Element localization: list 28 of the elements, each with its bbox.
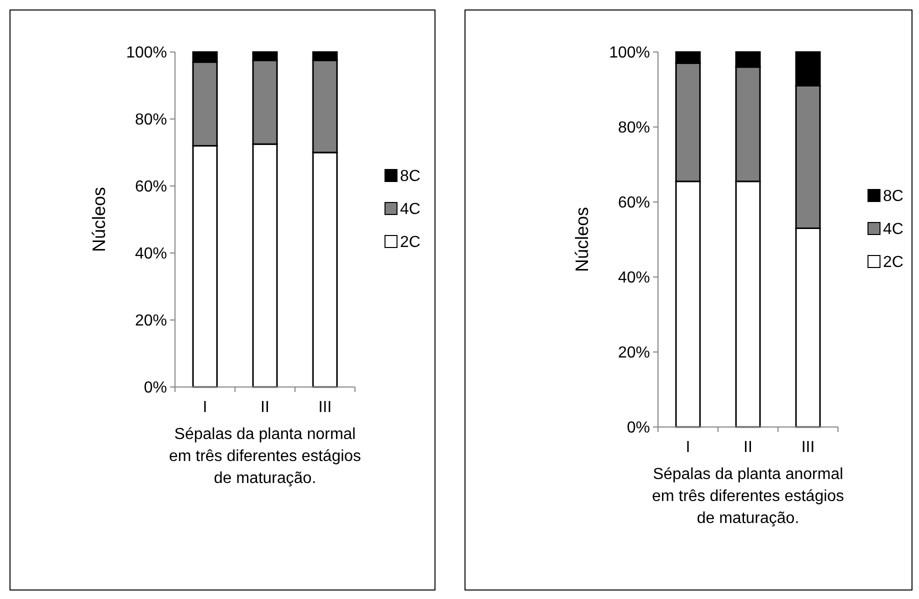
legend-label: 8C bbox=[400, 168, 420, 186]
x-axis-title: Sépalas da planta normal em três diferentes estágios de maturação. bbox=[168, 426, 362, 487]
y-tick-label: 100% bbox=[609, 44, 650, 62]
x-tick-label: III bbox=[318, 399, 332, 416]
legend-label: 4C bbox=[400, 201, 420, 218]
x-tick-label: I bbox=[202, 399, 208, 416]
y-tick-label: 0% bbox=[144, 380, 167, 397]
x-tick-label: I bbox=[686, 439, 690, 456]
legend-label: 2C bbox=[400, 234, 420, 252]
x-tick-label: III bbox=[801, 439, 815, 456]
y-tick-label: 20% bbox=[134, 312, 167, 330]
y-tick-label: 40% bbox=[134, 246, 167, 263]
y-tick-label: 0% bbox=[626, 420, 650, 437]
legend-label: 8C bbox=[883, 188, 904, 206]
x-axis-title: Sépalas da planta anormal em três diferentes estágios de maturação. bbox=[652, 466, 844, 527]
y-tick-label: 20% bbox=[618, 344, 650, 362]
y-tick-label: 40% bbox=[618, 270, 650, 287]
legend-label: 2C bbox=[883, 254, 904, 272]
x-tick-label: II bbox=[744, 439, 752, 456]
y-tick-label: 80% bbox=[134, 112, 167, 129]
y-tick-label: 100% bbox=[126, 44, 167, 62]
y-tick-label: 60% bbox=[618, 194, 650, 212]
legend-label: 4C bbox=[883, 221, 904, 238]
y-tick-label: 60% bbox=[134, 178, 167, 196]
y-axis-title: Núcleos bbox=[572, 206, 592, 272]
y-tick-label: 80% bbox=[618, 120, 650, 137]
y-axis-title: Núcleos bbox=[89, 186, 109, 252]
x-tick-label: II bbox=[260, 399, 270, 416]
